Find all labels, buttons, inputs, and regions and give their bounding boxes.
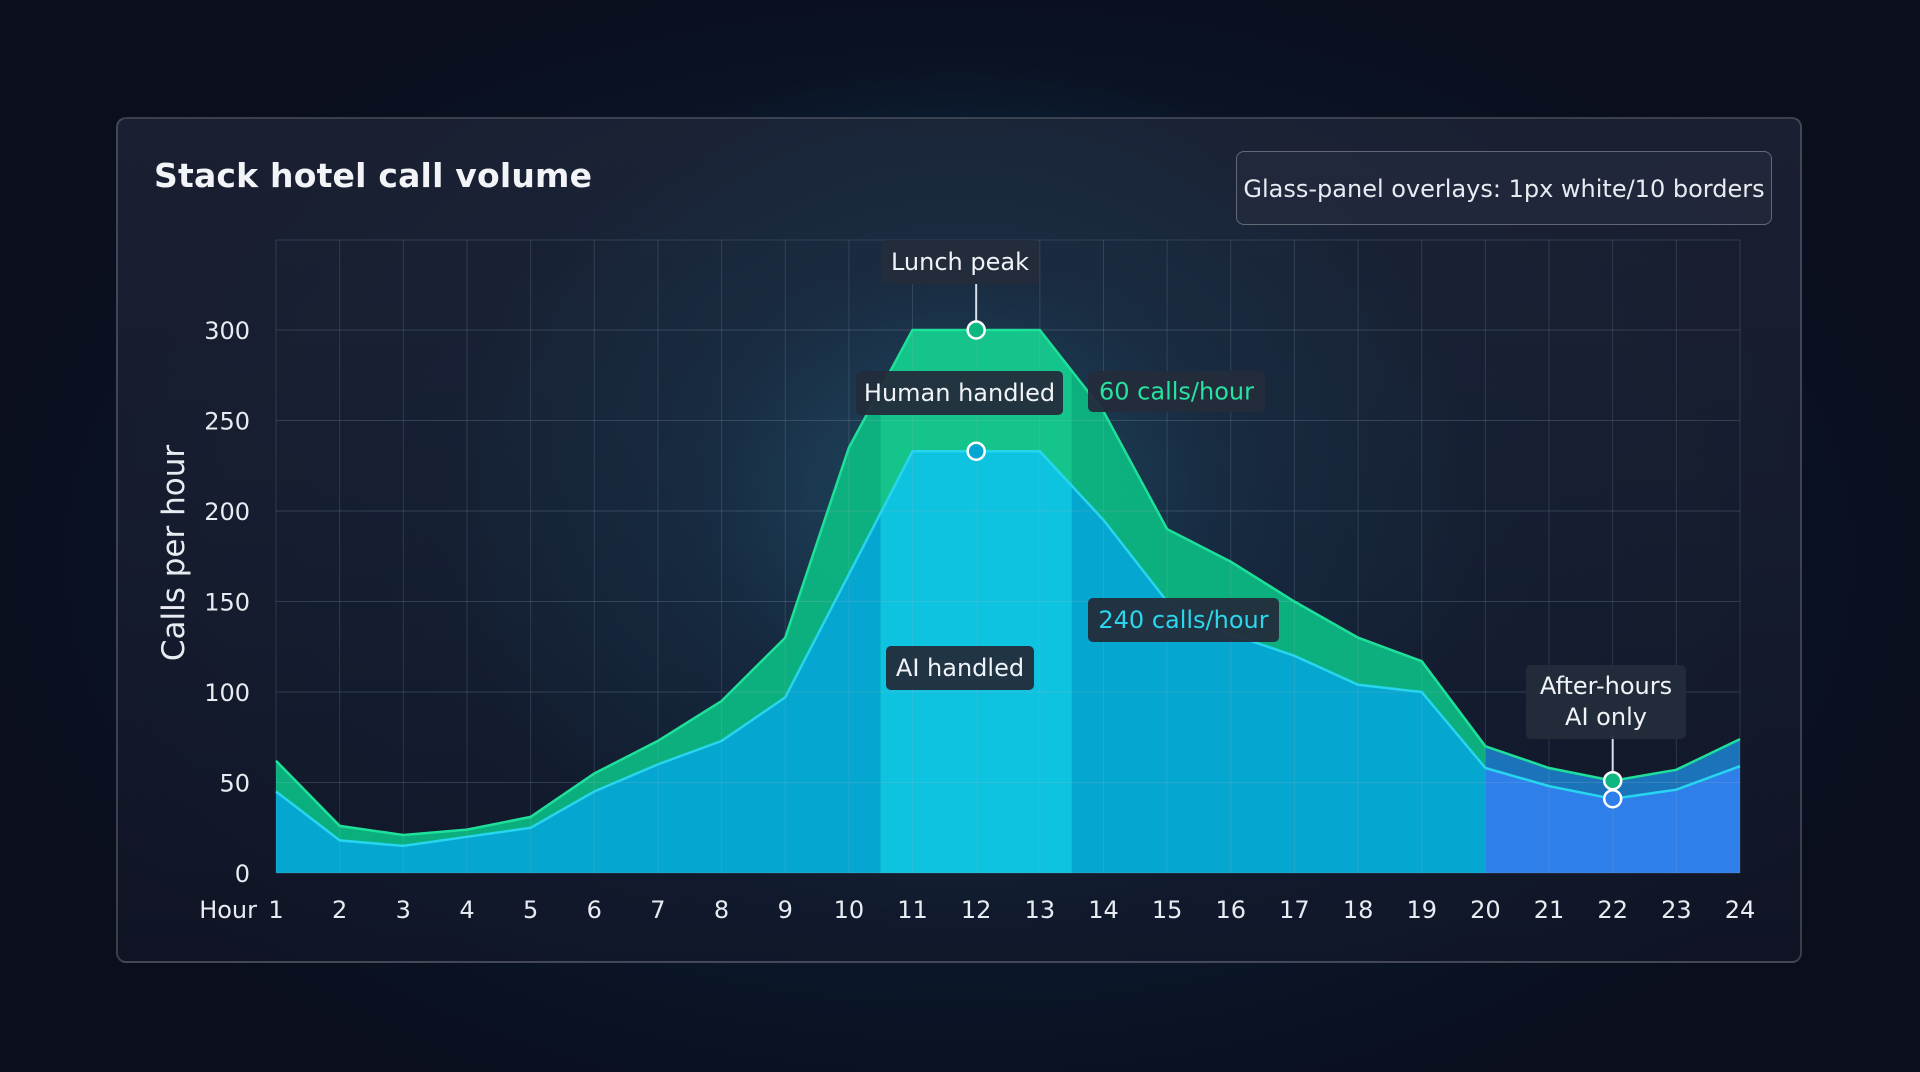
x-tick-label: 19 <box>1406 896 1437 924</box>
annotation-label-line: 240 calls/hour <box>1098 606 1268 634</box>
annotation-label: Human handled <box>864 379 1055 407</box>
data-point-marker <box>966 441 986 462</box>
x-tick-label: 5 <box>523 896 538 924</box>
annotation-label-line: Lunch peak <box>891 248 1029 276</box>
y-tick-label: 250 <box>204 408 250 436</box>
y-axis-title: Calls per hour <box>156 445 192 661</box>
overlay-note-badge: Glass-panel overlays: 1px white/10 borde… <box>1236 151 1772 225</box>
annotation-box <box>1526 665 1686 739</box>
y-tick-label: 100 <box>204 679 250 707</box>
annotation-label: Lunch peak <box>891 248 1029 276</box>
x-tick-label: 11 <box>897 896 928 924</box>
annotation-label: AI handled <box>896 654 1024 682</box>
chart-title: Stack hotel call volume <box>154 156 593 195</box>
annotation-box <box>881 240 1039 284</box>
x-tick-label: 9 <box>778 896 793 924</box>
x-tick-label: 3 <box>396 896 411 924</box>
annotation-label-line: AI handled <box>896 654 1024 682</box>
y-tick-label: 150 <box>204 589 250 617</box>
annotation-label-line: 60 calls/hour <box>1099 378 1254 406</box>
data-point-marker <box>966 320 986 340</box>
annotation-label-line: Human handled <box>864 379 1055 407</box>
x-tick-label: 6 <box>587 896 602 924</box>
data-point-marker <box>1602 789 1623 809</box>
x-tick-label: 8 <box>714 896 729 924</box>
annotation-label: After-hours AI only <box>1540 672 1672 731</box>
x-axis-title: Hour <box>199 896 257 924</box>
x-tick-label: 10 <box>834 896 865 924</box>
annotation-label-line: AI only <box>1565 703 1647 731</box>
ai-handled-line <box>275 450 1741 848</box>
annotation-label-line: After-hours <box>1540 672 1672 700</box>
annotation-label: 240 calls/hour <box>1098 606 1268 634</box>
x-tick-label: 12 <box>961 896 992 924</box>
x-tick-label: 17 <box>1279 896 1310 924</box>
x-tick-label: 16 <box>1216 896 1247 924</box>
x-tick-label: 7 <box>650 896 665 924</box>
x-tick-label: 13 <box>1025 896 1056 924</box>
x-tick-label: 21 <box>1534 896 1565 924</box>
annotation-box <box>1088 598 1279 642</box>
y-tick-label: 50 <box>219 770 250 798</box>
x-tick-label: 18 <box>1343 896 1374 924</box>
data-point-marker <box>1602 770 1623 791</box>
annotation-box <box>886 646 1034 690</box>
x-tick-label: 14 <box>1088 896 1119 924</box>
x-tick-label: 4 <box>459 896 474 924</box>
x-tick-label: 23 <box>1661 896 1692 924</box>
annotation-box <box>856 371 1063 415</box>
y-tick-label: 300 <box>204 317 250 345</box>
annotation-box <box>1088 371 1265 412</box>
x-tick-label: 22 <box>1597 896 1628 924</box>
x-tick-label: 20 <box>1470 896 1501 924</box>
y-tick-label: 200 <box>204 498 250 526</box>
x-tick-label: 1 <box>268 896 283 924</box>
y-tick-label: 0 <box>235 860 250 888</box>
human-handled-line <box>275 328 1741 837</box>
x-tick-label: 2 <box>332 896 347 924</box>
x-tick-label: 15 <box>1152 896 1183 924</box>
annotation-label: 60 calls/hour <box>1099 378 1254 406</box>
x-tick-label: 24 <box>1725 896 1756 924</box>
